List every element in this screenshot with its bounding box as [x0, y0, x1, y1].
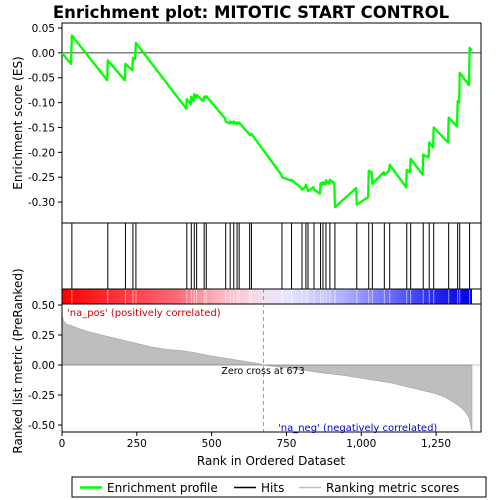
enrichment-profile-line	[61, 34, 473, 209]
es-y-tick-label: -0.25	[28, 172, 55, 184]
x-axis-label: Rank in Ordered Dataset	[197, 454, 345, 468]
metric-panel: 0.50 0.25 0.00 -0.25 -0.50 0 250 500 750 1,000 1,…	[11, 268, 482, 468]
legend-label-ranking-metric: Ranking metric scores	[326, 481, 459, 495]
es-y-tick-label: -0.10	[28, 98, 55, 110]
metric-panel-frame	[61, 288, 482, 433]
color-bar-hit-ticks	[71, 289, 471, 304]
ranking-metric-area	[61, 314, 473, 432]
neg-correlation-label: 'na_neg' (negatively correlated)	[278, 423, 437, 434]
es-y-tick-label: 0.00	[32, 48, 55, 60]
metric-y-ticks: 0.50 0.25 0.00 -0.25 -0.50	[28, 300, 62, 432]
metric-y-tick-label: 0.00	[32, 360, 55, 372]
metric-y-tick-label: 0.25	[32, 330, 55, 342]
es-y-axis-label: Enrichment score (ES)	[11, 56, 25, 189]
es-y-ticks: 0.05 0.00 -0.05 -0.10 -0.15 -0.20 -0.25 -0.30	[28, 23, 62, 209]
legend-label-hits: Hits	[261, 481, 284, 495]
metric-x-ticks: 0 250 500 750 1,000 1,250	[59, 432, 451, 450]
metric-y-tick-label: -0.50	[28, 420, 55, 432]
chart-title: Enrichment plot: MITOTIC START CONTROL	[53, 3, 450, 22]
rank-color-bar	[61, 288, 482, 305]
metric-y-tick-label: -0.25	[28, 390, 55, 402]
legend-label-enrichment-profile: Enrichment profile	[107, 481, 218, 495]
legend: Enrichment profile Hits Ranking metric s…	[71, 476, 487, 498]
es-panel: 0.05 0.00 -0.05 -0.10 -0.15 -0.20 -0.25 -0.30 E…	[11, 22, 482, 224]
es-y-tick-label: 0.05	[32, 23, 55, 35]
metric-y-tick-label: 0.50	[32, 300, 55, 312]
x-tick-label: 500	[202, 438, 222, 450]
x-tick-label: 750	[276, 438, 296, 450]
x-tick-label: 1,000	[346, 438, 376, 450]
es-y-tick-label: -0.30	[28, 197, 55, 209]
x-tick-label: 0	[59, 438, 66, 450]
x-tick-label: 1,250	[421, 438, 451, 450]
pos-correlation-label: 'na_pos' (positively correlated)	[67, 308, 221, 319]
x-tick-label: 250	[127, 438, 147, 450]
es-y-tick-label: -0.15	[28, 122, 55, 134]
es-y-tick-label: -0.20	[28, 147, 55, 159]
metric-y-axis-label: Ranked list metric (PreRanked)	[11, 268, 25, 453]
zero-cross-label: Zero cross at 673	[221, 366, 304, 377]
hit-marks	[71, 223, 471, 289]
rank-color-bar-fill	[62, 289, 472, 304]
legend-frame	[71, 476, 487, 498]
es-y-tick-label: -0.05	[28, 73, 55, 85]
